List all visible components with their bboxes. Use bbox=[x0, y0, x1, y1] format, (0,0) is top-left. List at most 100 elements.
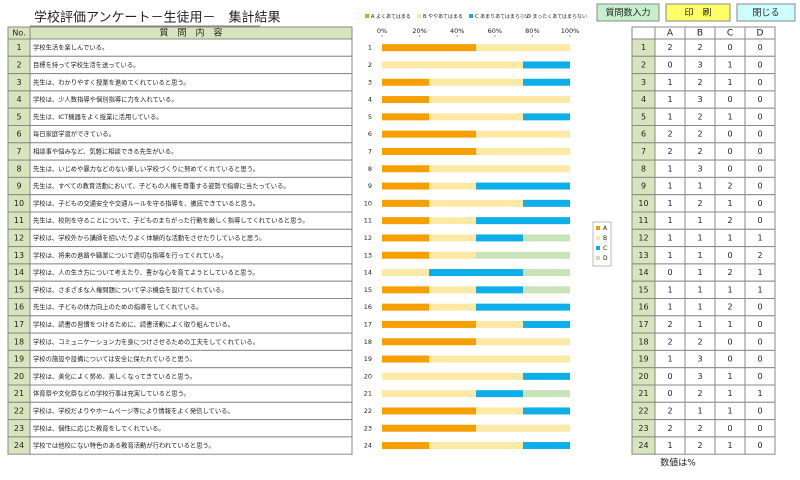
question-number: 6 bbox=[16, 130, 21, 139]
category-label: 8 bbox=[368, 165, 372, 173]
category-label: 20 bbox=[364, 372, 372, 380]
category-label: 13 bbox=[364, 251, 372, 259]
bar-segment bbox=[429, 113, 523, 121]
count-value: 0 bbox=[757, 406, 762, 415]
bar-segment bbox=[476, 130, 570, 138]
category-label: 15 bbox=[364, 286, 372, 294]
legend-label: A bbox=[603, 225, 608, 232]
legend-swatch bbox=[469, 14, 473, 18]
question-text: 学校は、読書の習慣をつけるために、読書活動によく取り組んでいる。 bbox=[33, 319, 234, 328]
question-text: 学校の施設や設備については安全に保たれていると思う。 bbox=[33, 354, 196, 363]
header-cell bbox=[631, 26, 656, 40]
row-number: 4 bbox=[641, 95, 646, 104]
bar-segment bbox=[476, 320, 523, 328]
question-text: 相談事や悩みなど、気軽に相談できる先生がいる。 bbox=[33, 146, 177, 155]
count-value: 0 bbox=[757, 216, 762, 225]
category-label: 19 bbox=[364, 355, 372, 363]
x-tick-label: 20% bbox=[412, 27, 426, 35]
row-number: 11 bbox=[638, 216, 648, 225]
bar-segment bbox=[382, 355, 429, 363]
count-value: 1 bbox=[727, 78, 732, 87]
count-value: 2 bbox=[697, 199, 702, 208]
count-value: 1 bbox=[697, 268, 702, 277]
table-cell bbox=[744, 436, 776, 455]
bar-segment bbox=[382, 78, 429, 86]
bar-segment bbox=[523, 113, 570, 121]
count-value: 2 bbox=[697, 147, 702, 156]
button-label[interactable]: 質問数入力 bbox=[605, 7, 650, 19]
count-value: 1 bbox=[697, 320, 702, 329]
bar-segment bbox=[382, 61, 523, 69]
bar-segment bbox=[382, 251, 429, 259]
row-number: 3 bbox=[641, 78, 646, 87]
bar-segment bbox=[429, 165, 570, 173]
question-text: 先生は、ICT機器をよく授業に活用している。 bbox=[33, 112, 163, 121]
question-text: 学校は、個性に応じた教育をしてくれている。 bbox=[33, 423, 165, 432]
question-number: 17 bbox=[14, 320, 24, 329]
row-number: 13 bbox=[638, 251, 648, 260]
bar-segment bbox=[476, 424, 570, 432]
question-text: 体育祭や文化祭などの学校行事は充実していると思う。 bbox=[33, 389, 190, 398]
bar-segment bbox=[429, 251, 476, 259]
legend-swatch bbox=[596, 236, 600, 240]
bar-segment bbox=[382, 217, 429, 225]
question-number: 10 bbox=[14, 199, 24, 208]
row-number: 17 bbox=[638, 320, 648, 329]
question-text: 学校は、コミュニケーション力を身につけさせるための工夫をしてくれている。 bbox=[33, 337, 259, 346]
row-number: 1 bbox=[641, 43, 646, 52]
question-number: 14 bbox=[14, 268, 24, 277]
page-title: 学校評価アンケート－生徒用－ 集計結果 bbox=[34, 10, 280, 26]
count-value: 0 bbox=[757, 182, 762, 191]
count-value: 1 bbox=[667, 182, 672, 191]
bar-segment bbox=[382, 269, 429, 277]
count-value: 1 bbox=[727, 199, 732, 208]
header-label: B bbox=[697, 29, 703, 39]
button-label[interactable]: 閉じる bbox=[752, 8, 779, 19]
button[interactable] bbox=[596, 3, 660, 22]
bar-segment bbox=[429, 78, 523, 86]
row-number: 15 bbox=[638, 285, 648, 294]
question-number: 9 bbox=[16, 182, 21, 191]
button-label[interactable]: 印 刷 bbox=[684, 7, 711, 19]
bar-segment bbox=[429, 234, 476, 242]
bar-segment bbox=[523, 320, 570, 328]
count-value: 3 bbox=[697, 164, 702, 173]
count-value: 2 bbox=[667, 147, 672, 156]
count-value: 2 bbox=[667, 320, 672, 329]
count-value: 0 bbox=[757, 424, 762, 433]
question-text: 学校は、子どもの交通安全や交通ルールを守る指導を、徹底できていると思う。 bbox=[33, 198, 259, 207]
bar-segment bbox=[382, 113, 429, 121]
bar-segment bbox=[382, 286, 429, 294]
question-text: 学校は、学校だよりやホームページ等により情報をよく発信している。 bbox=[33, 406, 234, 415]
count-value: 0 bbox=[757, 303, 762, 312]
bar-segment bbox=[476, 303, 570, 311]
count-value: 2 bbox=[727, 182, 732, 191]
row-number: 24 bbox=[638, 441, 648, 450]
count-value: 2 bbox=[697, 130, 702, 139]
category-label: 5 bbox=[368, 113, 372, 121]
count-value: 1 bbox=[667, 216, 672, 225]
bar-segment bbox=[382, 442, 429, 450]
count-value: 1 bbox=[727, 406, 732, 415]
question-number: 4 bbox=[16, 95, 21, 104]
count-value: 2 bbox=[727, 268, 732, 277]
bar-segment bbox=[476, 407, 523, 415]
legend-box bbox=[592, 221, 612, 267]
count-value: 1 bbox=[667, 285, 672, 294]
count-value: 2 bbox=[727, 216, 732, 225]
count-value: 0 bbox=[757, 164, 762, 173]
bar-segment bbox=[429, 269, 523, 277]
count-value: 2 bbox=[667, 424, 672, 433]
button[interactable] bbox=[736, 3, 796, 22]
count-value: 2 bbox=[667, 406, 672, 415]
count-value: 0 bbox=[667, 268, 672, 277]
question-text: 先生は、子どもの体力向上のための指導をしてくれている。 bbox=[33, 302, 202, 311]
bar-segment bbox=[382, 303, 429, 311]
category-label: 7 bbox=[368, 147, 372, 155]
bar-segment bbox=[429, 96, 570, 104]
count-value: 1 bbox=[727, 389, 732, 398]
bar-segment bbox=[429, 217, 476, 225]
count-value: 1 bbox=[667, 112, 672, 121]
button[interactable] bbox=[665, 3, 731, 22]
question-number: 15 bbox=[14, 285, 24, 294]
